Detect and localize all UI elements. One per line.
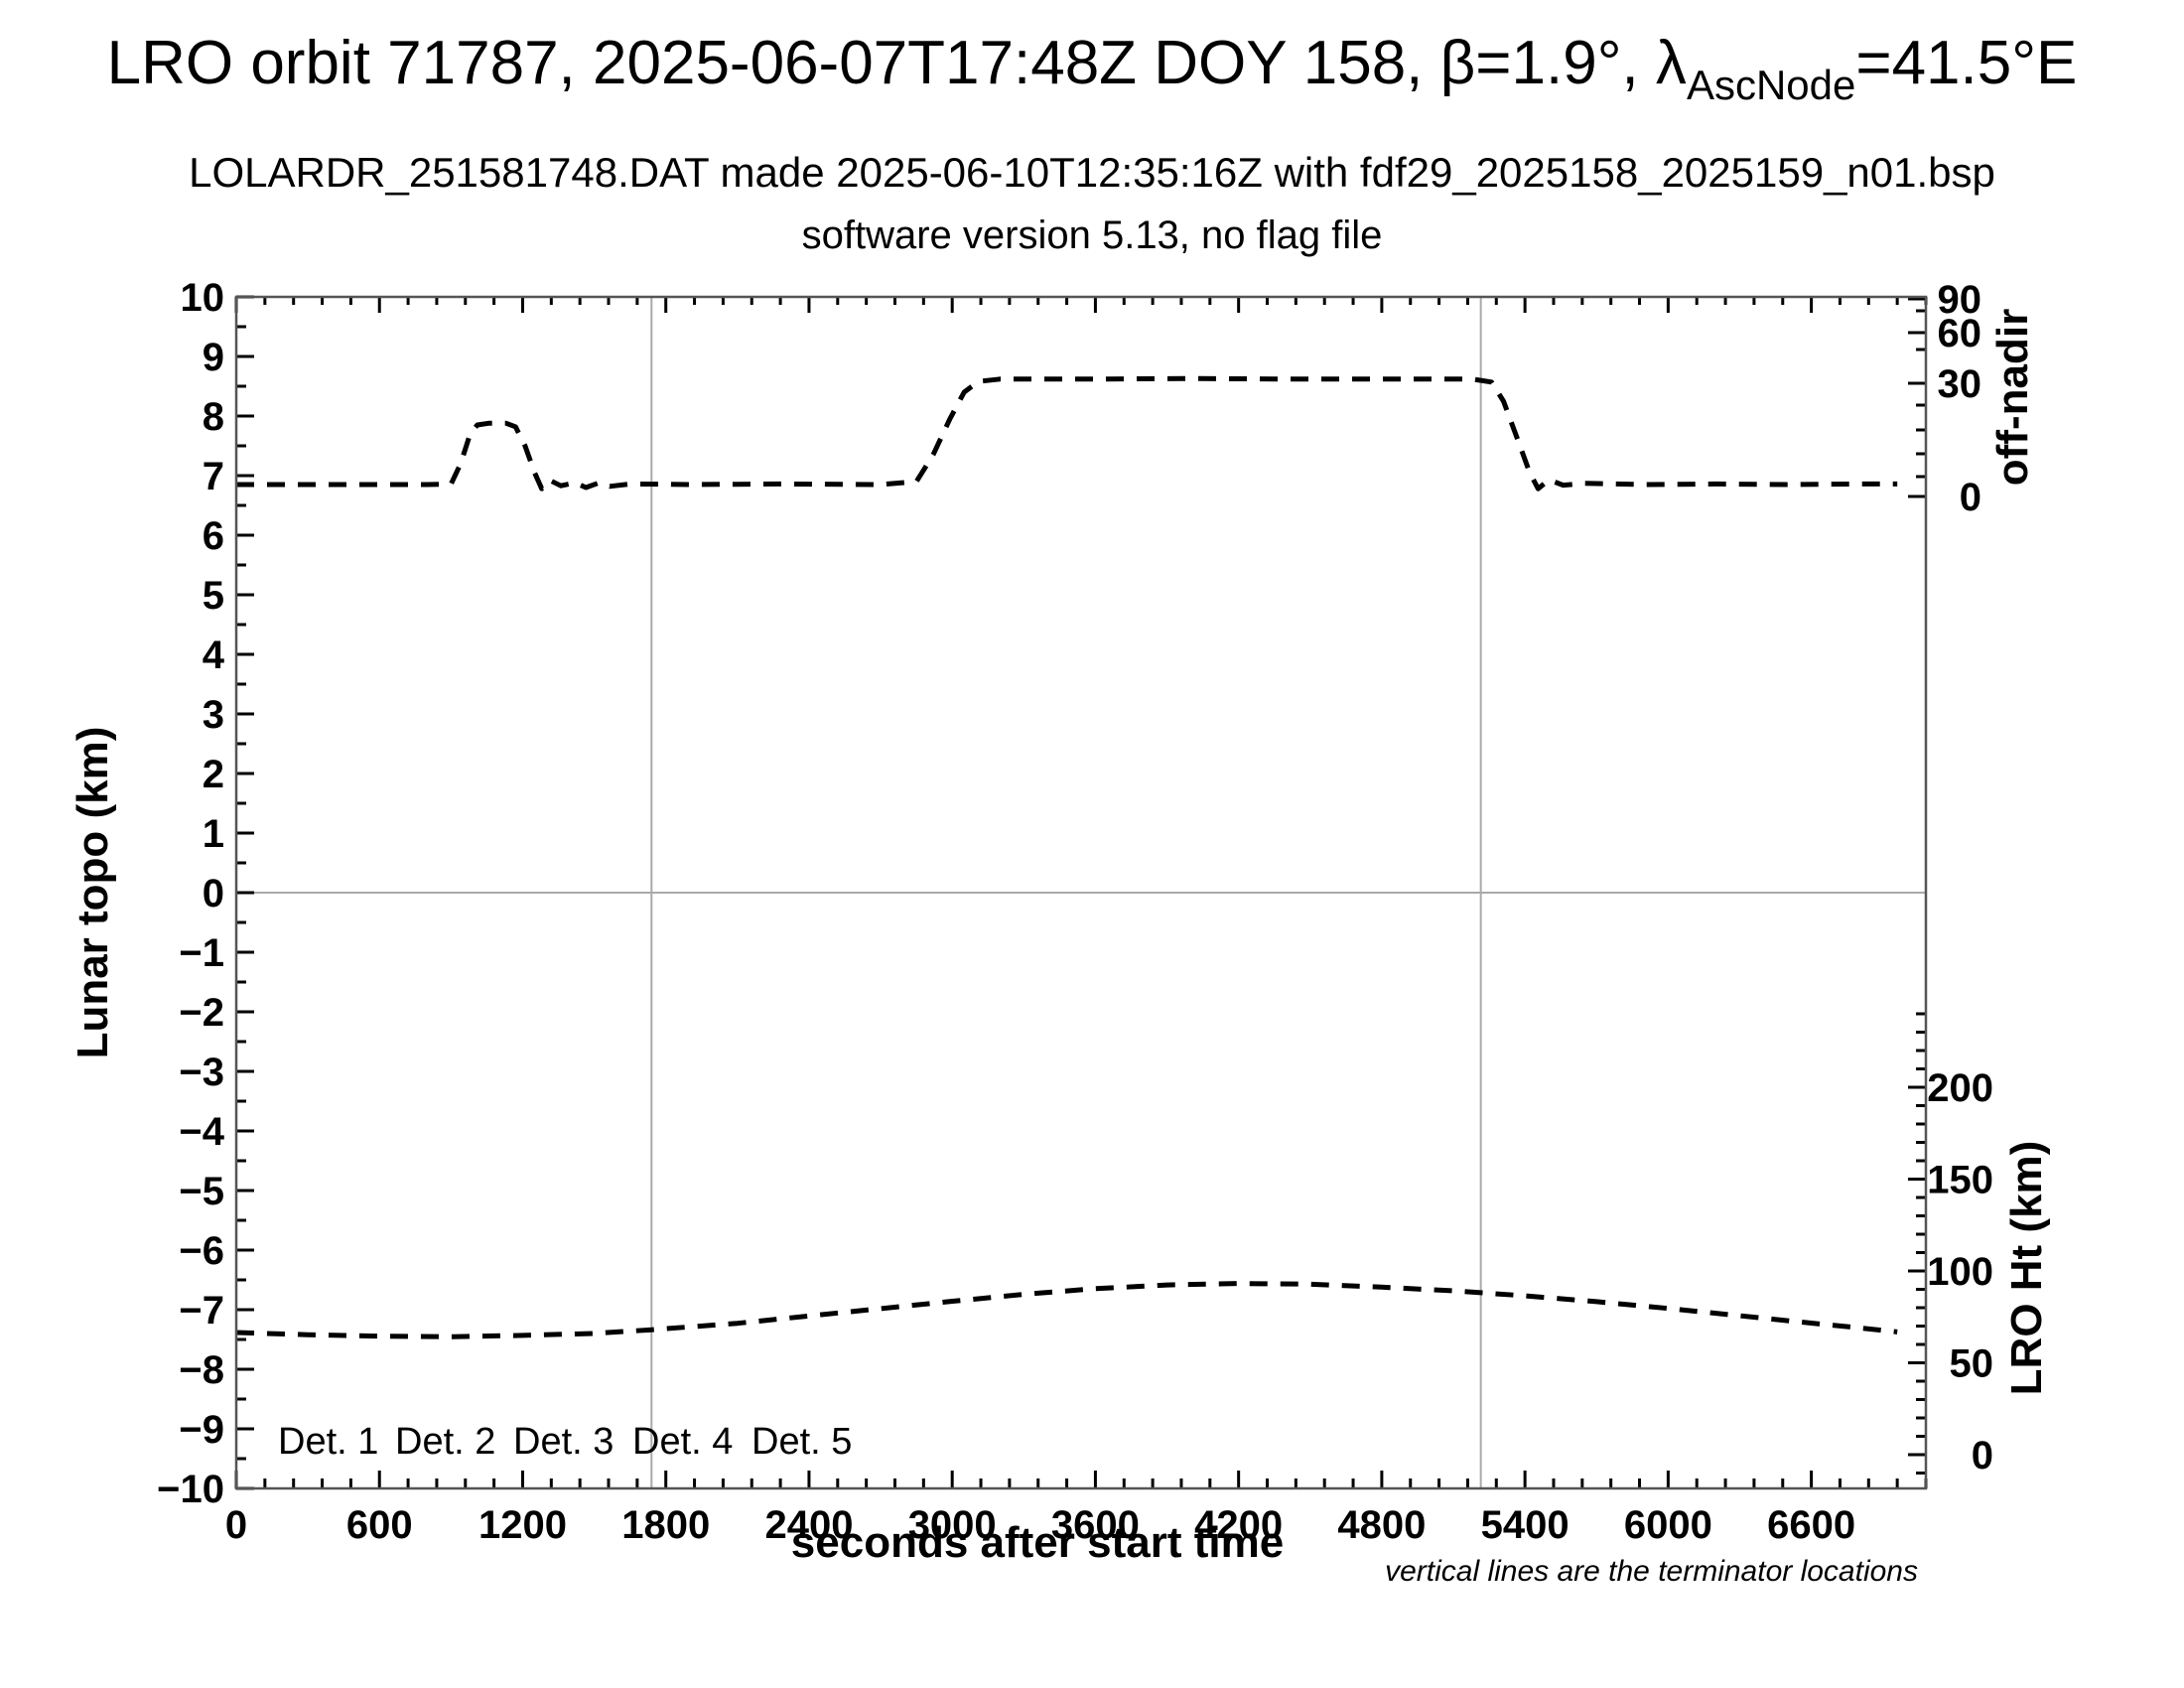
off-nadir-tick-label: 60 [1938, 312, 1982, 355]
data-curves [235, 375, 1898, 1339]
topo-tick-label: −5 [179, 1170, 224, 1213]
topo-tick-label: −7 [179, 1289, 224, 1333]
x-tick-label: 600 [346, 1503, 413, 1547]
topo-tick-label: −1 [179, 931, 224, 975]
legend: Det. 1 Det. 2 Det. 3 Det. 4 Det. 5 [278, 1421, 852, 1463]
x-tick-label: 1800 [621, 1503, 710, 1547]
x-tick-label: 4800 [1337, 1503, 1426, 1547]
topo-tick-label: −9 [179, 1408, 224, 1452]
off-nadir-tick-label: 30 [1938, 362, 1982, 406]
off-nadir-tick-label: 0 [1960, 476, 1981, 519]
topo-tick-label: 6 [203, 514, 224, 558]
off-nadir-tick-label: 90 [1938, 278, 1982, 322]
lro-ht-tick-label: 0 [1972, 1434, 1993, 1477]
plot-title-suffix: =41.5°E [1855, 29, 2077, 97]
axis-ticks [234, 295, 1928, 1490]
plot-title: LRO orbit 71787, 2025-06-07T17:48Z DOY 1… [107, 29, 2078, 108]
plot-title-main: LRO orbit 71787, 2025-06-07T17:48Z DOY 1… [107, 29, 1687, 97]
lro-ht-tick-label: 100 [1927, 1250, 1993, 1294]
x-tick-label: 3600 [1051, 1503, 1140, 1547]
topo-tick-label: −4 [179, 1110, 224, 1154]
topo-tick-label: 3 [203, 693, 224, 737]
axis-tick-labels: 0 600 1200 1800 2400 3000 3600 4200 4800 5400 6000… [157, 276, 1993, 1547]
x-tick-label: 5400 [1481, 1503, 1570, 1547]
x-tick-label: 4200 [1194, 1503, 1283, 1547]
legend-item-det-3: Det. 3 [513, 1421, 614, 1463]
x-axis-label: seconds after start time [791, 1518, 1284, 1567]
topo-tick-label: 0 [203, 872, 224, 915]
legend-item-det-1: Det. 1 [278, 1421, 378, 1463]
topo-tick-label: 2 [203, 753, 224, 796]
plot-subtitle-version: software version 5.13, no flag file [802, 213, 1383, 257]
x-tick-label: 0 [225, 1503, 247, 1547]
topo-tick-label: 7 [203, 455, 224, 498]
topo-tick-label: 4 [203, 633, 225, 677]
topo-tick-label: 1 [203, 812, 224, 856]
plot-border [234, 295, 1928, 1490]
plot-frame [234, 295, 1928, 1490]
lro-ht-tick-label: 50 [1950, 1342, 1994, 1386]
y-axis-label-off-nadir: off-nadir [1988, 309, 2037, 486]
legend-item-det-4: Det. 4 [632, 1421, 733, 1463]
legend-item-det-5: Det. 5 [751, 1421, 852, 1463]
y-axis-label-lro-ht: LRO Ht (km) [2002, 1141, 2051, 1396]
off-nadir-curve [236, 375, 1898, 492]
x-tick-label: 3000 [908, 1503, 997, 1547]
topo-tick-label: −3 [179, 1051, 224, 1094]
x-tick-label: 6600 [1767, 1503, 1855, 1547]
reference-lines [236, 297, 1926, 1488]
x-tick-label: 6000 [1624, 1503, 1712, 1547]
lro-ht-tick-label: 200 [1927, 1066, 1993, 1110]
topo-tick-label: 10 [181, 276, 225, 320]
terminator-note: vertical lines are the terminator locati… [1385, 1555, 1918, 1588]
lro-height-curve [235, 1281, 1898, 1339]
topo-tick-label: −6 [179, 1229, 224, 1273]
x-tick-label: 1200 [478, 1503, 567, 1547]
legend-item-det-2: Det. 2 [395, 1421, 495, 1463]
topo-tick-label: −10 [157, 1468, 224, 1511]
x-tick-label: 2400 [764, 1503, 853, 1547]
topo-tick-label: −8 [179, 1348, 224, 1392]
y-axis-label-lunar-topo: Lunar topo (km) [68, 727, 117, 1059]
plot-subtitle: LOLARDR_251581748.DAT made 2025-06-10T12… [189, 149, 1995, 196]
topo-tick-label: 9 [203, 336, 224, 379]
topo-tick-label: 8 [203, 395, 224, 439]
topo-tick-label: 5 [203, 574, 224, 618]
lro-ht-tick-label: 150 [1927, 1159, 1993, 1202]
plot-title-subscript: AscNode [1687, 62, 1855, 108]
topo-tick-label: −2 [179, 991, 224, 1035]
